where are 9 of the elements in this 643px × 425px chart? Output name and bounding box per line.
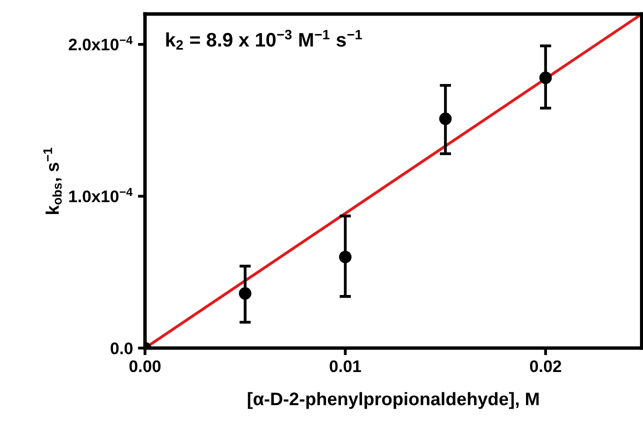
y-tick-label: 1.0x10$^{−4}$ [69, 188, 133, 202]
x-tick-label: 0.02 [530, 360, 562, 372]
x-axis-title: [α-D-2-phenylpropionaldehyde], M [248, 392, 539, 409]
annotation: k$_{2}$ = 8.9 x 10$^{−3}$ M$^{−1}$ s$^{−1}$ [166, 30, 362, 50]
y-axis-title: k$_{obs}$, s$^{−1}$ [43, 148, 62, 214]
x-tick-label: 0.00 [129, 360, 161, 372]
x-tick-label: 0.01 [330, 360, 362, 372]
y-tick-label: 0.0 [110, 342, 133, 354]
y-tick-label: 2.0x10$^{−4}$ [68, 36, 133, 50]
